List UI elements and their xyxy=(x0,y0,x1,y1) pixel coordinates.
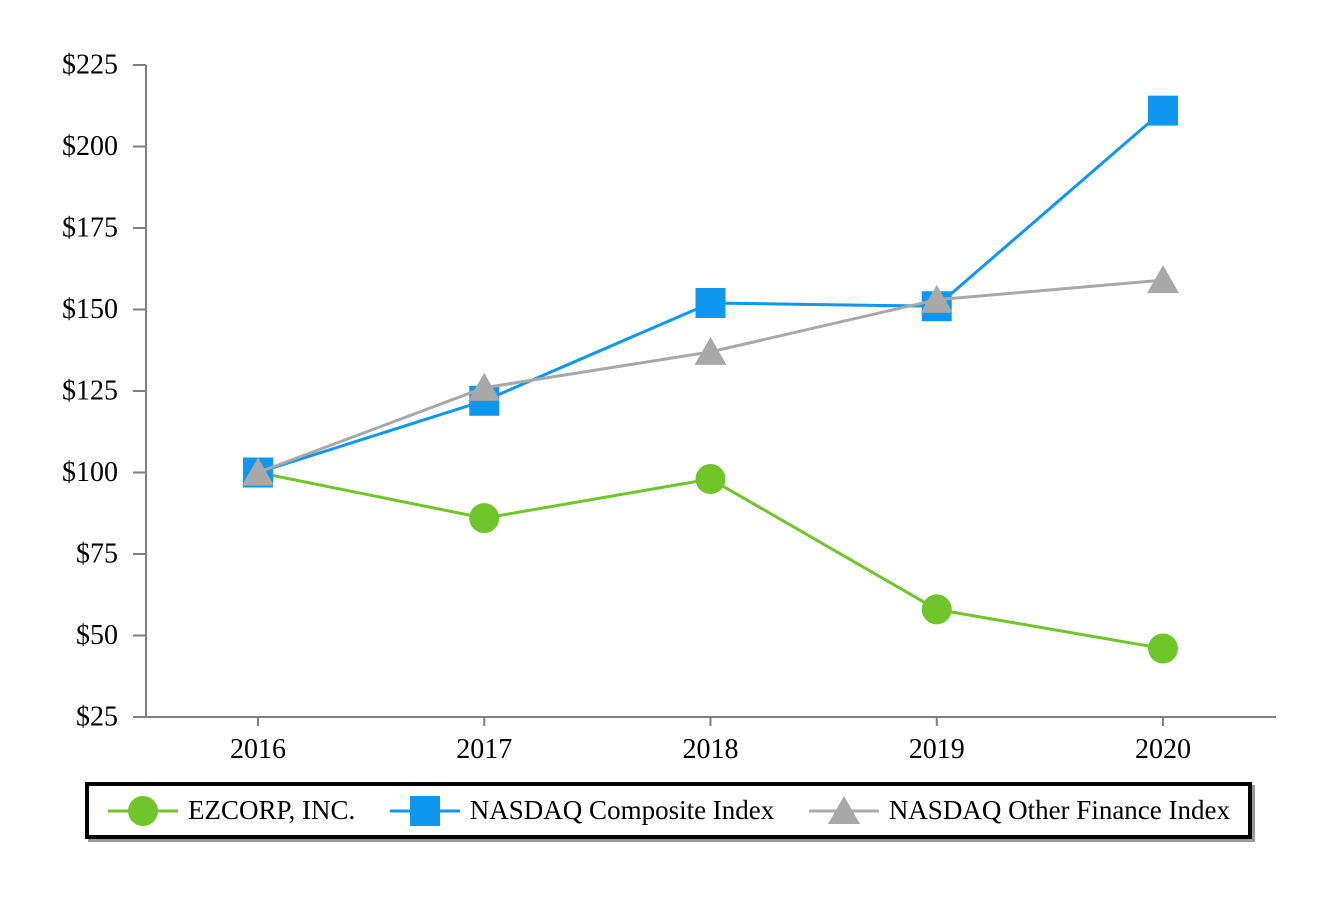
y-tick-label: $225 xyxy=(62,50,118,81)
legend-marker-nasdaq-other-finance xyxy=(827,795,860,824)
data-point-nasdaq-other-finance xyxy=(1147,265,1179,294)
y-tick-label: $200 xyxy=(62,131,118,162)
legend-label-nasdaq-composite: NASDAQ Composite Index xyxy=(469,795,775,825)
y-tick-label: $25 xyxy=(76,702,118,733)
y-tick-label: $125 xyxy=(62,376,118,407)
y-tick-label: $75 xyxy=(76,539,118,570)
line-chart: $225 $200 $175 $150 $125 $100 $75 $50 $25 2016 201… xyxy=(62,50,1276,765)
legend-item-nasdaq-composite: NASDAQ Composite Index xyxy=(389,794,775,828)
chart-legend: EZCORP, INC. NASDAQ Composite Index NASD… xyxy=(85,782,1252,839)
data-point-nasdaq-composite xyxy=(695,287,726,318)
data-point-nasdaq-other-finance xyxy=(242,457,274,486)
legend-item-nasdaq-other-finance: NASDAQ Other Finance Index xyxy=(808,794,1230,828)
data-point-nasdaq-composite xyxy=(1148,95,1178,126)
series-line-ezcorp xyxy=(257,471,1164,651)
legend-marker-ezcorp xyxy=(128,795,158,826)
x-tick-label: 2018 xyxy=(683,734,739,765)
data-point-nasdaq-other-finance xyxy=(468,372,501,401)
legend-item-ezcorp: EZCORP, INC. xyxy=(107,794,355,828)
legend-marker-square-icon xyxy=(389,795,460,826)
data-point-ezcorp xyxy=(469,503,500,534)
data-point-ezcorp xyxy=(1148,633,1178,664)
data-point-ezcorp xyxy=(695,464,726,495)
y-tick-label: $150 xyxy=(62,294,118,325)
x-tick-label: 2020 xyxy=(1135,734,1191,765)
legend-marker-circle-icon xyxy=(108,795,178,826)
legend-marker-nasdaq-composite xyxy=(409,795,440,826)
y-tick-label: $50 xyxy=(76,620,118,651)
data-point-ezcorp xyxy=(921,594,952,625)
y-tick-label: $100 xyxy=(62,457,118,488)
legend-label-nasdaq-other-finance: NASDAQ Other Finance Index xyxy=(888,795,1230,825)
y-tick-label: $175 xyxy=(62,213,118,244)
x-tick-label: 2016 xyxy=(230,734,286,765)
x-tick-label: 2017 xyxy=(456,734,512,765)
legend-label-ezcorp: EZCORP, INC. xyxy=(188,795,356,825)
legend-marker-triangle-icon xyxy=(808,795,879,824)
data-point-nasdaq-other-finance xyxy=(920,284,953,313)
data-point-nasdaq-other-finance xyxy=(694,336,727,365)
x-tick-label: 2019 xyxy=(909,734,965,765)
